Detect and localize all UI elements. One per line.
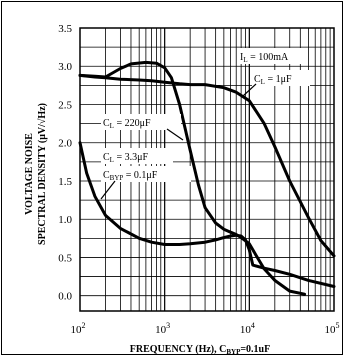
grid [79, 27, 335, 311]
annotation-cbyp: CBYP = 0.1μF [103, 170, 158, 182]
x-axis-title: FREQUENCY (Hz), CBYP=0.1uF [130, 344, 270, 356]
y-tick-label: 3.0 [58, 61, 72, 73]
cl220-leader [166, 128, 184, 141]
cbyp-label-bg [101, 166, 191, 182]
annotation-il: IL = 100mA [240, 52, 289, 64]
y-axis-title-line2: SPECTRAL DENSITY (μV/√Hz) [37, 103, 48, 245]
annotation-cl1: CL = 1μF [254, 74, 292, 86]
cl33-label-bg [101, 148, 173, 164]
annotation-cl33: CL = 3.3μF [103, 152, 148, 164]
cl1-label-bg [252, 70, 310, 86]
series-line-2 [78, 60, 307, 296]
y-tick-label: 0.5 [58, 252, 72, 264]
y-tick-label: 3.5 [58, 23, 72, 35]
chart-frame: 0.0 0.5 1.0 1.5 2.0 2.5 3.0 3.5 102 103 104 105 IL… [1, 1, 343, 356]
x-tick-labels: 102 103 104 105 [71, 321, 340, 336]
annotation-cl220: CL = 220μF [103, 118, 151, 130]
y-tick-labels: 0.0 0.5 1.0 1.5 2.0 2.5 3.0 3.5 [58, 23, 72, 303]
cl1-leader [242, 83, 257, 97]
cbyp-leader [100, 180, 116, 200]
series-line-1 [78, 73, 336, 258]
x-tick-label: 104 [240, 321, 255, 336]
y-axis-title-line1: VOLTAGE NOISE [24, 133, 35, 215]
y-tick-label: 2.5 [58, 99, 72, 111]
plot-border [79, 27, 335, 312]
x-tick-label: 105 [325, 321, 340, 336]
y-tick-label: 2.0 [58, 138, 72, 150]
curves [78, 60, 336, 296]
cl220-label-bg [101, 114, 181, 130]
y-tick-label: 0.0 [58, 291, 72, 303]
x-tick-label: 103 [155, 321, 170, 336]
x-tick-label: 102 [71, 321, 86, 336]
y-tick-label: 1.5 [58, 176, 72, 188]
y-tick-label: 1.0 [58, 214, 72, 226]
series-line-3 [78, 141, 336, 288]
il-label-bg [238, 48, 308, 64]
